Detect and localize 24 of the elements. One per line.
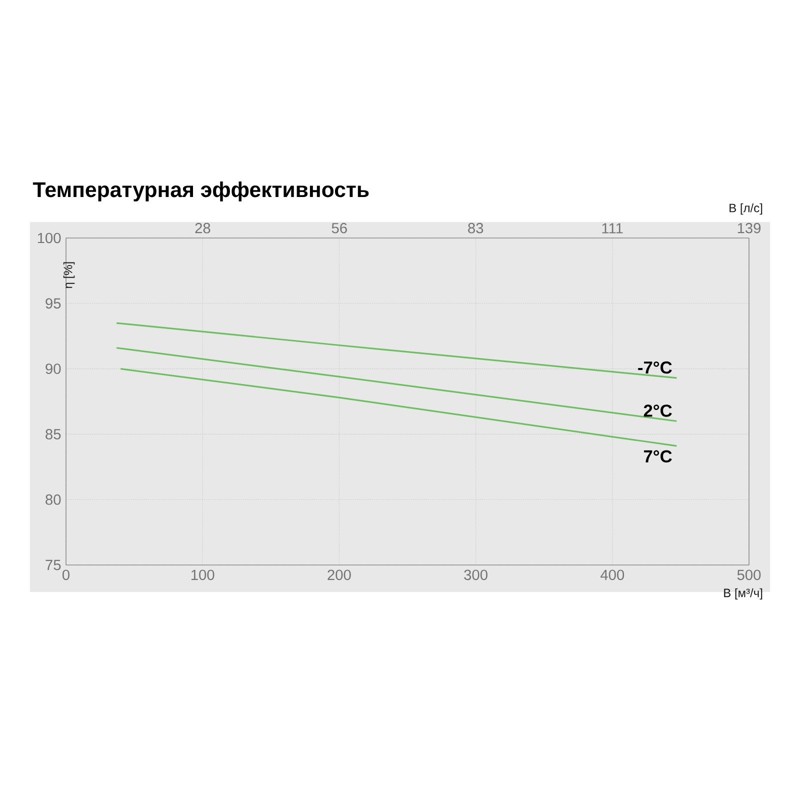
x-axis-title: В [м³/ч] [724, 588, 762, 600]
x2-tick-label: 111 [602, 223, 623, 234]
y-tick-label: 75 [46, 560, 61, 570]
x2-tick-label: 139 [738, 222, 761, 234]
x-tick-label: 100 [191, 570, 214, 580]
x2-tick-label: 56 [332, 222, 347, 234]
x-tick-label: 400 [600, 570, 624, 580]
series-label: 7°C [644, 450, 672, 463]
y-tick-label: 90 [46, 364, 61, 374]
y-tick-label: 95 [46, 298, 61, 309]
y-tick-label: 100 [38, 232, 61, 244]
chart-title: Температурная эффективность [32, 182, 369, 202]
series-label: 2°C [644, 404, 672, 417]
series-label: -7°C [638, 361, 672, 374]
x-tick-label: 200 [328, 570, 351, 580]
y-tick-label: 80 [46, 494, 61, 505]
x-tick-label: 300 [464, 570, 488, 580]
x-tick-label: 500 [737, 570, 761, 580]
y-tick-label: 85 [46, 429, 61, 440]
x2-tick-label: 83 [468, 222, 484, 234]
y-axis-title: η [%] [63, 262, 75, 288]
x2-axis-title: В [л/с] [730, 203, 762, 215]
x2-tick-label: 28 [195, 222, 210, 234]
x-tick-label: 0 [62, 570, 70, 580]
